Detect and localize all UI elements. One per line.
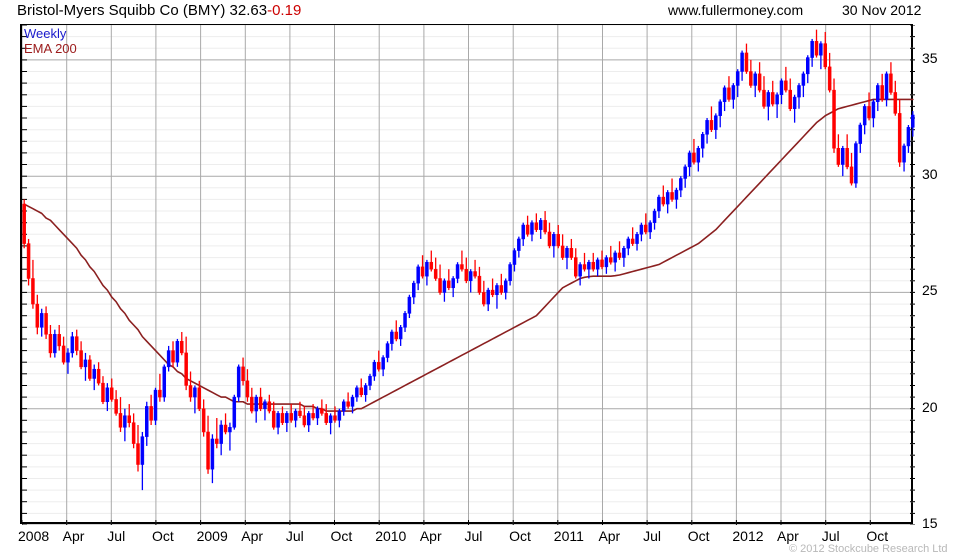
x-axis-tick-label: Apr: [241, 528, 264, 544]
candlestick-layer: [22, 29, 915, 491]
x-axis-tick-label: 2011: [553, 528, 584, 544]
x-axis-tick-label: Oct: [330, 528, 353, 544]
price-change: -0.19: [267, 2, 302, 19]
y-axis-tick-label: 20: [922, 398, 938, 415]
x-axis-tick-label: 2008: [18, 528, 50, 544]
x-axis-tick-label: Apr: [419, 528, 442, 544]
x-axis-tick-label: Oct: [151, 528, 174, 544]
copyright-notice: © 2012 Stockcube Research Ltd: [789, 543, 948, 555]
y-axis-tick-label: 25: [922, 282, 938, 299]
x-axis-tick-label: Oct: [687, 528, 710, 544]
x-axis-tick-label: Jul: [107, 528, 126, 544]
x-axis-tick-label: Jul: [643, 528, 661, 544]
y-axis-tick-label: 35: [922, 49, 938, 66]
y-axis-tick-label: 15: [922, 515, 938, 531]
x-axis-tick-label: 2009: [196, 528, 228, 544]
chart-plot-area[interactable]: [20, 24, 915, 525]
x-axis-tick-label: Apr: [62, 528, 85, 544]
x-axis-tick-label: Jul: [464, 528, 483, 544]
x-axis-tick-label: Apr: [777, 528, 799, 544]
x-axis-tick-label: 2010: [375, 528, 407, 544]
chart-date: 30 Nov 2012: [842, 2, 922, 18]
y-axis-tick-label: 30: [922, 166, 938, 183]
instrument-title-text: Bristol-Myers Squibb Co (BMY) 32.63: [17, 2, 268, 19]
x-axis-tick-label: Jul: [821, 528, 840, 544]
ema-line-layer: [23, 98, 914, 412]
x-axis-tick-label: Oct: [866, 528, 889, 544]
grid-layer: [22, 25, 915, 525]
x-axis-tick-label: Oct: [509, 528, 531, 544]
website-label: www.fullermoney.com: [668, 2, 804, 18]
x-axis-tick-label: Apr: [598, 528, 621, 544]
x-axis-tick-label: 2012: [732, 528, 764, 544]
chart-canvas: [22, 25, 915, 525]
instrument-title: Bristol-Myers Squibb Co (BMY) 32.63-0.19: [17, 2, 301, 19]
chart-header: Bristol-Myers Squibb Co (BMY) 32.63-0.19…: [0, 0, 980, 22]
legend-item-ema200: EMA 200: [24, 41, 77, 56]
legend-item-weekly: Weekly: [24, 26, 67, 41]
chart-legend: Weekly EMA 200: [24, 26, 77, 56]
x-axis-tick-label: Jul: [285, 528, 304, 544]
